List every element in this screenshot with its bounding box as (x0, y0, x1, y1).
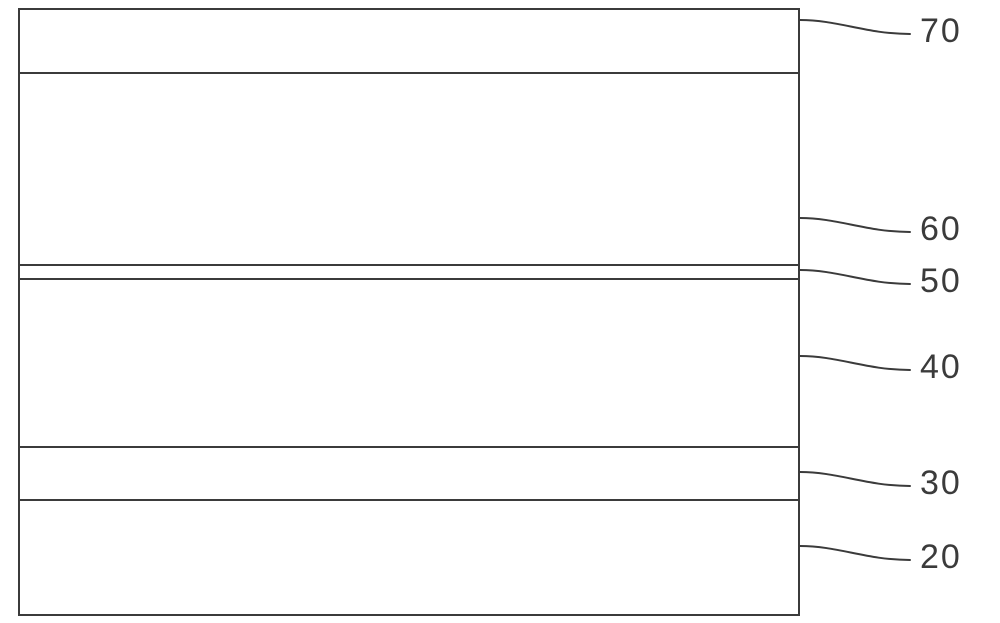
leader-l50 (800, 270, 910, 284)
leader-l60 (800, 218, 910, 232)
label-60: 60 (920, 210, 962, 249)
label-40: 40 (920, 348, 962, 387)
leader-l20 (800, 546, 910, 560)
leader-l40 (800, 356, 910, 370)
leader-l30 (800, 472, 910, 486)
label-70: 70 (920, 12, 962, 51)
label-20: 20 (920, 538, 962, 577)
label-50: 50 (920, 262, 962, 301)
leader-l70 (800, 20, 910, 34)
leader-lines (0, 0, 1000, 623)
diagram-canvas: 70 60 50 40 30 20 (0, 0, 1000, 623)
label-30: 30 (920, 464, 962, 503)
